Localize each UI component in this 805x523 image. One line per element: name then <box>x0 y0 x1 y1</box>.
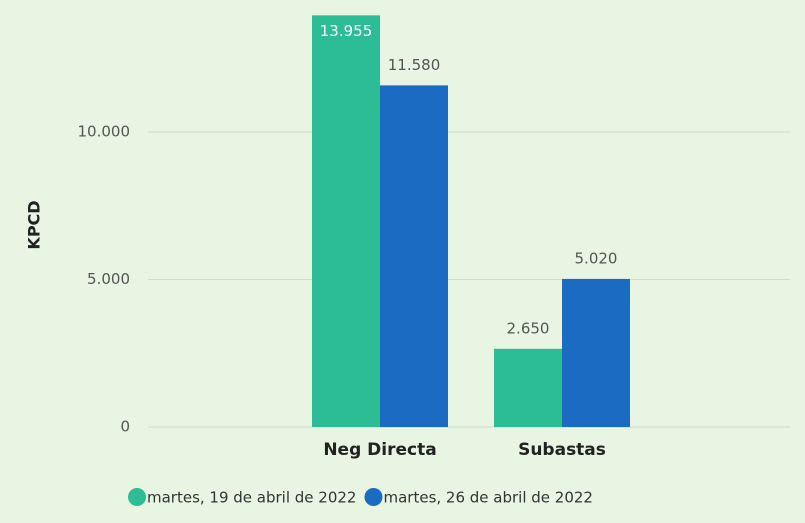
value-label: 2.650 <box>507 319 550 337</box>
bar <box>312 15 380 427</box>
value-label: 13.955 <box>320 22 373 40</box>
y-tick-label: 0 <box>120 418 130 436</box>
value-label: 5.020 <box>575 249 618 267</box>
y-axis-label: KPCD <box>25 200 44 249</box>
x-tick-label: Subastas <box>518 440 606 460</box>
y-tick-label: 10.000 <box>78 123 131 141</box>
legend-label: martes, 19 de abril de 2022 <box>147 489 356 507</box>
x-tick-label: Neg Directa <box>323 440 436 460</box>
value-label: 11.580 <box>388 56 441 74</box>
y-tick-label: 5.000 <box>87 270 130 288</box>
legend-marker <box>364 488 383 506</box>
legend-marker <box>128 488 146 506</box>
bar <box>562 278 630 427</box>
legend-label: martes, 26 de abril de 2022 <box>383 489 592 507</box>
bar <box>494 348 562 427</box>
bar <box>380 85 448 427</box>
